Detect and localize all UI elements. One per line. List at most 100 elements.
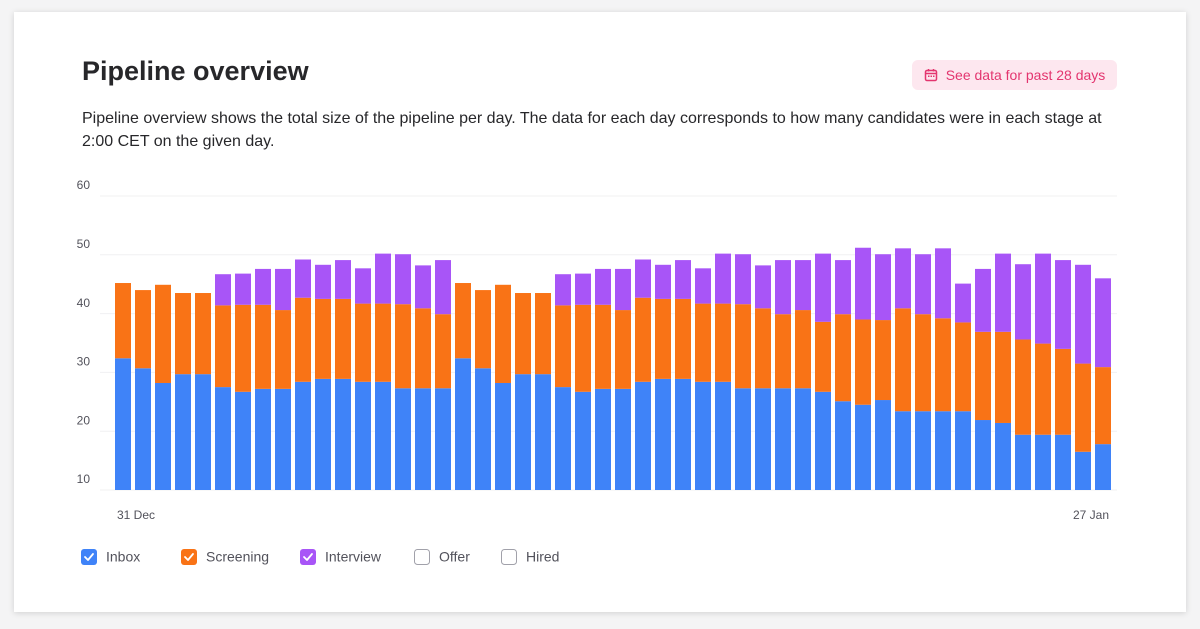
bar-segment: [975, 420, 991, 490]
bar-segment: [675, 298, 691, 379]
bar-segment: [895, 411, 911, 490]
y-tick-label: 50: [77, 237, 91, 251]
bar-segment: [955, 411, 971, 490]
date-range-button[interactable]: See data for past 28 days: [912, 60, 1117, 90]
bar-segment: [135, 290, 151, 369]
x-tick-label: 31 Dec: [117, 508, 155, 522]
bar-segment: [455, 358, 471, 490]
bar-segment: [1055, 348, 1071, 435]
bar-segment: [915, 314, 931, 412]
bar-segment: [275, 310, 291, 389]
check-icon: [184, 553, 194, 561]
bar-segment: [935, 318, 951, 412]
bar-segment: [795, 260, 811, 311]
bar-segment: [715, 381, 731, 490]
bar-segment: [735, 254, 751, 305]
bar-segment: [695, 381, 711, 490]
bar-segment: [875, 320, 891, 401]
bar-segment: [375, 303, 391, 382]
bar-segment: [915, 411, 931, 490]
bar-segment: [355, 381, 371, 490]
bar-segment: [575, 391, 591, 490]
legend-label: Interview: [325, 549, 382, 565]
legend-item[interactable]: Screening: [181, 549, 269, 565]
bar-segment: [495, 382, 511, 490]
bar-segment: [1095, 278, 1111, 368]
bar-segment: [195, 293, 211, 375]
bar-segment: [715, 303, 731, 382]
bar-segment: [395, 254, 411, 305]
bar-segment: [695, 303, 711, 382]
bar-segment: [555, 274, 571, 306]
check-icon: [303, 553, 313, 561]
bar-segment: [855, 404, 871, 490]
legend-item[interactable]: Hired: [501, 549, 560, 565]
bar-segment: [375, 253, 391, 304]
bar-segment: [315, 378, 331, 490]
bar-segment: [175, 293, 191, 375]
bar-segment: [675, 260, 691, 299]
bar-segment: [895, 248, 911, 309]
bar-segment: [475, 290, 491, 369]
bar-segment: [115, 358, 131, 490]
bar-segment: [235, 273, 251, 305]
bar-segment: [215, 305, 231, 388]
bar-segment: [855, 247, 871, 320]
bar-segment: [555, 387, 571, 490]
bar-segment: [615, 310, 631, 389]
bar-segment: [875, 400, 891, 490]
legend-checkbox[interactable]: [300, 549, 316, 565]
bar-segment: [235, 391, 251, 490]
bar-segment: [475, 368, 491, 490]
bar-segment: [275, 268, 291, 311]
bar-segment: [775, 260, 791, 315]
bar-segment: [635, 297, 651, 382]
title: Pipeline overview: [82, 56, 309, 86]
bar-segment: [295, 259, 311, 298]
bar-segment: [1075, 451, 1091, 490]
bar-segment: [995, 331, 1011, 423]
bar-segment: [415, 388, 431, 490]
bar-segment: [995, 253, 1011, 332]
check-icon: [84, 553, 94, 561]
bar-segment: [595, 304, 611, 389]
legend-checkbox[interactable]: [81, 549, 97, 565]
bar-segment: [175, 374, 191, 490]
legend-item[interactable]: Interview: [300, 549, 382, 565]
bar-segment: [255, 388, 271, 490]
bar-segment: [935, 411, 951, 490]
bar-segment: [435, 314, 451, 389]
y-tick-label: 60: [77, 178, 91, 192]
bar-segment: [455, 283, 471, 359]
bar-segment: [575, 304, 591, 392]
bar-segment: [655, 264, 671, 299]
bar-segment: [415, 265, 431, 309]
bar-segment: [1095, 367, 1111, 445]
bar-segment: [395, 304, 411, 389]
legend-item[interactable]: Inbox: [81, 549, 140, 565]
legend-checkbox[interactable]: [414, 549, 430, 565]
bar-segment: [515, 374, 531, 490]
y-tick-label: 40: [77, 296, 91, 310]
bar-segment: [1015, 434, 1031, 490]
legend-checkbox[interactable]: [181, 549, 197, 565]
bar-segment: [115, 283, 131, 359]
bar-segment: [295, 297, 311, 382]
bar-segment: [495, 284, 511, 383]
legend-checkbox[interactable]: [501, 549, 517, 565]
bar-segment: [435, 260, 451, 315]
bar-segment: [215, 274, 231, 306]
bar-segment: [435, 388, 451, 490]
bar-segment: [355, 303, 371, 382]
bar-segment: [315, 264, 331, 299]
legend-label: Offer: [439, 549, 470, 565]
bar-segment: [335, 378, 351, 490]
bar-segment: [655, 378, 671, 490]
legend-item[interactable]: Offer: [414, 549, 471, 565]
bar-segment: [815, 321, 831, 392]
bar-segment: [575, 273, 591, 305]
bar-segment: [915, 254, 931, 315]
bar-segment: [595, 388, 611, 490]
button-label: See data for past 28 days: [945, 67, 1106, 83]
y-tick-label: 20: [77, 413, 91, 427]
